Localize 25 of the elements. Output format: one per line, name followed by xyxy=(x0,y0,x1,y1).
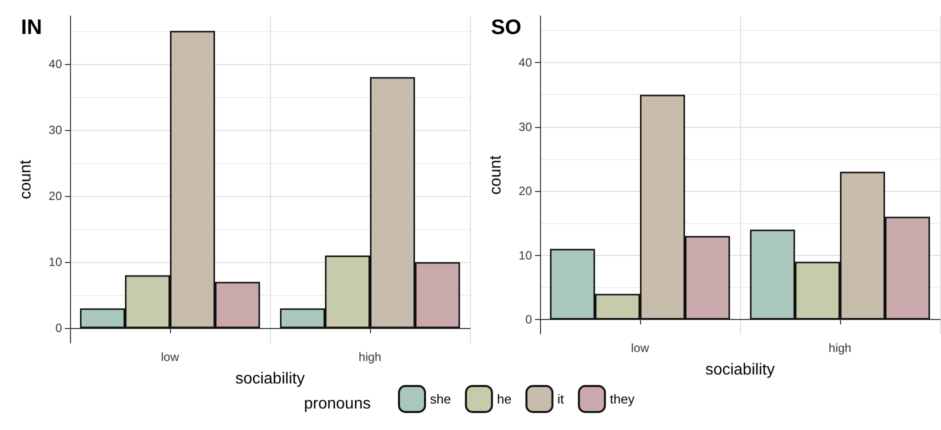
legend-label: it xyxy=(557,392,564,406)
y-axis-title: count xyxy=(488,154,504,195)
x-tick-label: low xyxy=(160,350,180,364)
legend-label: he xyxy=(496,392,512,406)
legend-title: pronouns xyxy=(304,396,371,412)
x-tick-label: high xyxy=(828,341,852,355)
x-axis-title: sociability xyxy=(235,370,305,388)
y-tick-label: 20 xyxy=(48,189,62,204)
y-tick-label: 20 xyxy=(518,184,532,198)
y-tick-label: 0 xyxy=(525,312,532,327)
y-tick-label: 10 xyxy=(48,255,62,270)
x-tick-label: high xyxy=(358,350,382,364)
y-tick-label: 30 xyxy=(518,120,532,134)
legend-label: they xyxy=(610,392,635,406)
legend-label: she xyxy=(430,392,451,406)
x-tick-label: low xyxy=(630,341,650,355)
y-tick-label: 30 xyxy=(48,122,62,137)
x-axis-title: sociability xyxy=(705,362,775,378)
chart-title: IN xyxy=(21,16,42,39)
y-tick-label: 40 xyxy=(48,56,62,71)
y-tick-label: 10 xyxy=(518,248,532,262)
y-tick-label: 40 xyxy=(518,56,532,70)
chart-title: SO xyxy=(491,16,522,39)
y-axis-title: count xyxy=(18,159,34,200)
y-tick-label: 0 xyxy=(55,321,62,336)
